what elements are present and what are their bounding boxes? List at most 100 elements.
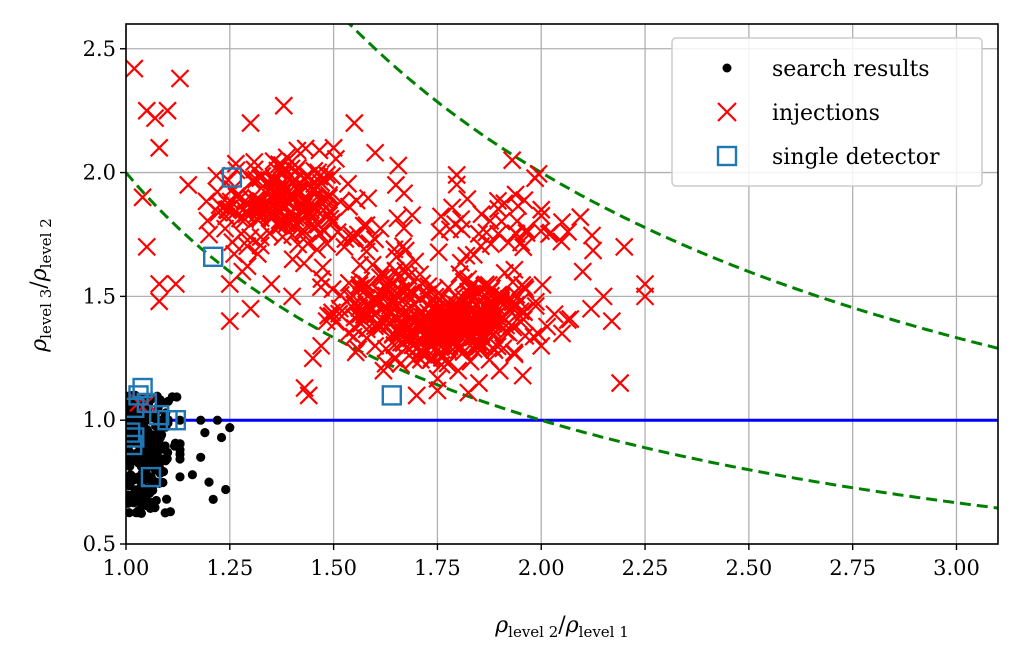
legend: search results injections single detecto… (671, 37, 983, 187)
injection-point (215, 219, 235, 238)
legend-dot-icon (722, 63, 732, 73)
single-detector-point (136, 392, 158, 414)
injection-point (374, 361, 393, 380)
y-tick-label: 2.5 (83, 37, 116, 61)
single-detector-point (132, 377, 153, 399)
injection-point (514, 310, 533, 329)
injection-point (365, 336, 385, 356)
injection-point (126, 59, 144, 78)
injection-point (374, 267, 394, 287)
injection-point (304, 206, 323, 226)
injection-point (371, 219, 390, 238)
injection-point (345, 113, 364, 133)
single-detector-point (221, 167, 243, 188)
injection-point (464, 339, 483, 359)
search-result-point (187, 470, 197, 480)
injection-point (571, 207, 590, 227)
search-result-point (149, 459, 159, 469)
injection-point (328, 222, 347, 242)
single-detector-point (126, 427, 145, 448)
injection-point (288, 141, 307, 160)
injection-point (137, 237, 157, 257)
injection-point (515, 190, 534, 210)
search-result-point (175, 439, 185, 449)
search-result-point (225, 423, 235, 433)
injection-point (253, 166, 272, 186)
search-result-point (133, 507, 143, 518)
injection-point (531, 200, 551, 219)
injection-point (346, 343, 365, 362)
injection-point (308, 163, 328, 182)
injection-point (324, 138, 343, 158)
injection-point (407, 386, 426, 405)
injection-point (252, 192, 271, 211)
injection-point (405, 252, 425, 271)
injection-point (513, 237, 533, 257)
injection-point (326, 149, 346, 169)
injection-point (283, 225, 302, 245)
search-result-point (161, 398, 171, 408)
x-tick-label: 1.25 (206, 556, 253, 580)
search-result-point (143, 449, 153, 459)
injection-point (220, 311, 240, 331)
injection-point (460, 313, 479, 333)
injection-point (430, 222, 449, 242)
injection-point (488, 199, 508, 219)
injection-point (487, 313, 507, 333)
injection-point (552, 324, 572, 343)
injection-point (288, 158, 308, 178)
search-result-point (196, 452, 206, 462)
legend-box (671, 37, 983, 187)
injection-point (399, 266, 418, 286)
injection-point (273, 164, 293, 183)
injection-point (492, 212, 511, 231)
dashed-curve-4 (347, 24, 998, 350)
injection-point (433, 325, 452, 344)
injection-point (295, 378, 314, 398)
injection-point (133, 188, 152, 207)
search-result-point (212, 415, 222, 425)
injection-point (517, 223, 536, 243)
search-result-point (161, 456, 171, 466)
injection-point (594, 287, 613, 306)
injection-point (344, 327, 363, 346)
injection-point (448, 361, 468, 380)
injection-point (602, 311, 622, 331)
injection-point (505, 297, 524, 316)
injection-point (402, 205, 422, 225)
injection-point (472, 204, 491, 224)
injection-point (432, 355, 451, 375)
single-detector-point (126, 397, 145, 418)
legend-cross-icon (717, 102, 737, 122)
injection-point (504, 343, 524, 362)
legend-injections: injections (772, 101, 880, 126)
injection-point (398, 284, 417, 304)
search-result-point (175, 472, 185, 482)
injection-point (338, 174, 358, 194)
x-tick-label: 1.00 (103, 556, 150, 580)
x-tick-label: 2.75 (829, 556, 876, 580)
injection-point (264, 184, 284, 203)
single-detector-point (140, 466, 162, 488)
injection-point (425, 279, 444, 299)
injection-point (241, 299, 260, 319)
x-tick-label: 2.00 (518, 556, 565, 580)
injection-point (298, 234, 318, 253)
injection-point (417, 323, 436, 342)
injection-point (350, 255, 370, 275)
x-tick-label: 1.75 (414, 556, 461, 580)
single-detector-series (126, 167, 402, 488)
search-result-point (129, 474, 139, 484)
single-detector-point (165, 410, 187, 431)
injection-point (303, 349, 323, 368)
y-tick-label: 1.5 (83, 284, 116, 308)
injection-point (461, 286, 481, 305)
injection-point (458, 189, 477, 209)
injection-point (428, 381, 447, 400)
injection-point (552, 212, 572, 232)
injection-point (331, 192, 350, 211)
y-label-sub-b: level 2 (37, 218, 55, 268)
injection-point (357, 242, 376, 261)
injection-point (358, 294, 377, 314)
injection-point (484, 314, 504, 333)
